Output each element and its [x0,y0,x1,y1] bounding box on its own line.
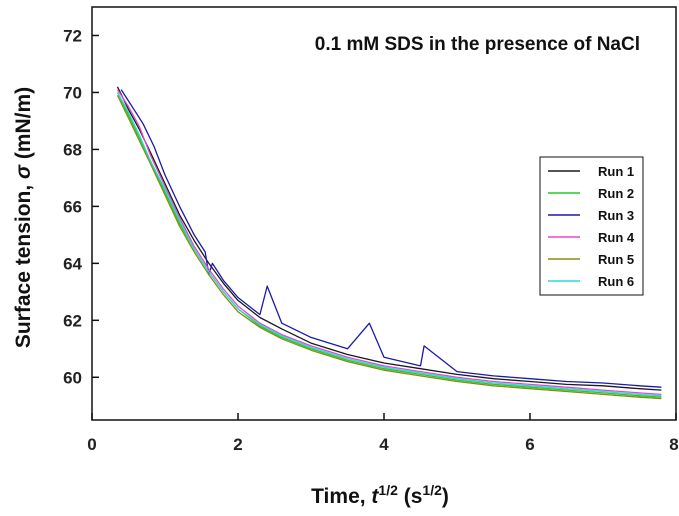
y-axis-label-prefix: Surface tension, [12,179,35,348]
x-axis-label-prefix: Time, [311,485,371,508]
legend-label-run-4: Run 4 [598,230,635,245]
legend-label-run-6: Run 6 [598,274,634,289]
legend-label-run-1: Run 1 [598,164,634,179]
legend: Run 1 Run 2 Run 3 Run 4 Run 5 Run 6 [539,156,644,296]
y-axis-label: Surface tension, σ (mN/m) [12,87,35,348]
legend-box [539,156,644,296]
series-line-run-1 [116,86,662,391]
series-line-run-6 [116,92,662,397]
series-line-run-4 [116,89,662,396]
y-tick-label-3: 66 [63,197,82,216]
x-axis-label-var-sup: 1/2 [378,482,398,498]
series-line-run-3 [120,89,662,388]
chart-title: 0.1 mM SDS in the presence of NaCl [315,34,640,55]
legend-label-run-3: Run 3 [598,208,634,223]
x-tick-label-4: 8 [669,435,678,454]
x-axis-label-var: t [371,485,379,508]
series-line-run-2 [116,92,662,398]
y-tick-label-5: 70 [63,83,82,102]
legend-label-run-5: Run 5 [598,252,634,267]
y-tick-label-0: 60 [63,368,82,387]
x-axis-label: Time, t1/2 (s1/2) [311,482,449,508]
y-tick-label-4: 68 [63,140,82,159]
x-tick-label-0: 0 [87,435,96,454]
x-tick-label-1: 2 [233,435,242,454]
x-axis-label-unit-sup: 1/2 [422,482,442,498]
legend-label-run-2: Run 2 [598,186,634,201]
x-tick-label-2: 4 [379,435,389,454]
series-layer [116,86,662,400]
y-axis-label-var: σ [12,164,35,179]
x-axis-label-unit-open: (s [398,485,423,508]
y-axis-label-unit: (mN/m) [12,87,35,165]
x-tick-label-3: 6 [525,435,534,454]
y-tick-label-2: 64 [63,254,82,273]
series-line-run-5 [116,95,662,400]
y-tick-label-1: 62 [63,311,82,330]
x-axis-label-unit-close: ) [442,485,449,508]
y-tick-label-6: 72 [63,26,82,45]
